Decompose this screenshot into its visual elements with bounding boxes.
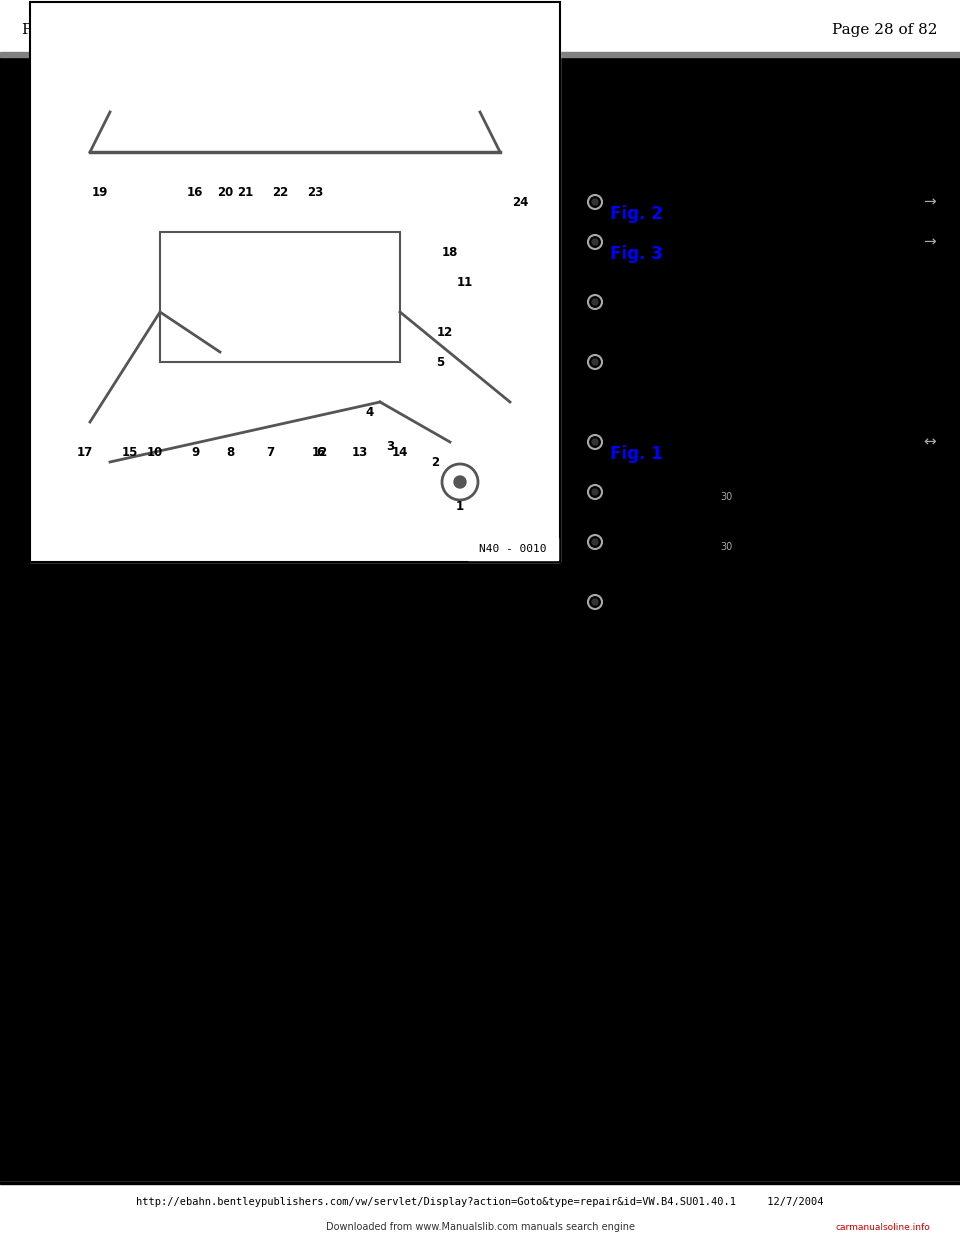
Text: 12: 12 bbox=[437, 325, 453, 339]
Circle shape bbox=[592, 489, 598, 496]
Text: ↔: ↔ bbox=[924, 435, 936, 450]
Circle shape bbox=[592, 299, 598, 306]
Text: 15: 15 bbox=[122, 446, 138, 458]
Text: 19: 19 bbox=[92, 185, 108, 199]
Text: Fig. 3: Fig. 3 bbox=[610, 245, 662, 263]
Text: 30: 30 bbox=[720, 542, 732, 551]
Text: N40 - 0010: N40 - 0010 bbox=[479, 544, 547, 554]
Text: 9: 9 bbox=[191, 446, 199, 458]
Text: carmanualsoline.info: carmanualsoline.info bbox=[835, 1222, 930, 1232]
Bar bbox=[160, 232, 400, 361]
Text: 17: 17 bbox=[77, 446, 93, 458]
Text: 11: 11 bbox=[457, 276, 473, 288]
Text: Fig. 1: Fig. 1 bbox=[610, 445, 662, 463]
Circle shape bbox=[592, 199, 598, 205]
Text: 4: 4 bbox=[366, 405, 374, 419]
Text: 7: 7 bbox=[266, 446, 274, 458]
Bar bbox=[30, 2, 560, 561]
Bar bbox=[468, 538, 558, 560]
Text: 16: 16 bbox=[187, 185, 204, 199]
Text: 1: 1 bbox=[456, 501, 464, 513]
Bar bbox=[0, 1182, 960, 1184]
Text: 13: 13 bbox=[352, 446, 368, 458]
Circle shape bbox=[592, 438, 598, 445]
Circle shape bbox=[592, 359, 598, 365]
Text: →: → bbox=[924, 195, 936, 210]
Text: 18: 18 bbox=[442, 246, 458, 258]
Text: 23: 23 bbox=[307, 185, 324, 199]
Text: Fig. 2: Fig. 2 bbox=[610, 205, 662, 224]
Text: 3: 3 bbox=[386, 441, 394, 453]
Bar bbox=[0, 52, 960, 57]
Circle shape bbox=[592, 539, 598, 545]
Text: 24: 24 bbox=[512, 195, 528, 209]
Text: Page 28 of 82: Page 28 of 82 bbox=[832, 24, 938, 37]
Text: 21: 21 bbox=[237, 185, 253, 199]
Circle shape bbox=[592, 238, 598, 245]
Text: Downloaded from www.Manualslib.com manuals search engine: Downloaded from www.Manualslib.com manua… bbox=[325, 1222, 635, 1232]
Text: 8: 8 bbox=[226, 446, 234, 458]
Text: →: → bbox=[924, 235, 936, 250]
Text: 12: 12 bbox=[312, 446, 328, 458]
Text: 2: 2 bbox=[431, 456, 439, 468]
Text: 5: 5 bbox=[436, 355, 444, 369]
Text: 14: 14 bbox=[392, 446, 408, 458]
Circle shape bbox=[592, 599, 598, 605]
Bar bbox=[0, 1182, 960, 1242]
Text: http://ebahn.bentleypublishers.com/vw/servlet/Display?action=Goto&type=repair&id: http://ebahn.bentleypublishers.com/vw/se… bbox=[136, 1197, 824, 1207]
Circle shape bbox=[454, 476, 466, 488]
Bar bbox=[30, 2, 560, 561]
Text: 30: 30 bbox=[720, 492, 732, 502]
Text: 10: 10 bbox=[147, 446, 163, 458]
Text: 6: 6 bbox=[316, 446, 324, 458]
Text: 22: 22 bbox=[272, 185, 288, 199]
Text: 20: 20 bbox=[217, 185, 233, 199]
Text: Front Wheel Suspension, Shafts and Axle: Front Wheel Suspension, Shafts and Axle bbox=[22, 24, 342, 37]
Bar bbox=[0, 0, 960, 52]
